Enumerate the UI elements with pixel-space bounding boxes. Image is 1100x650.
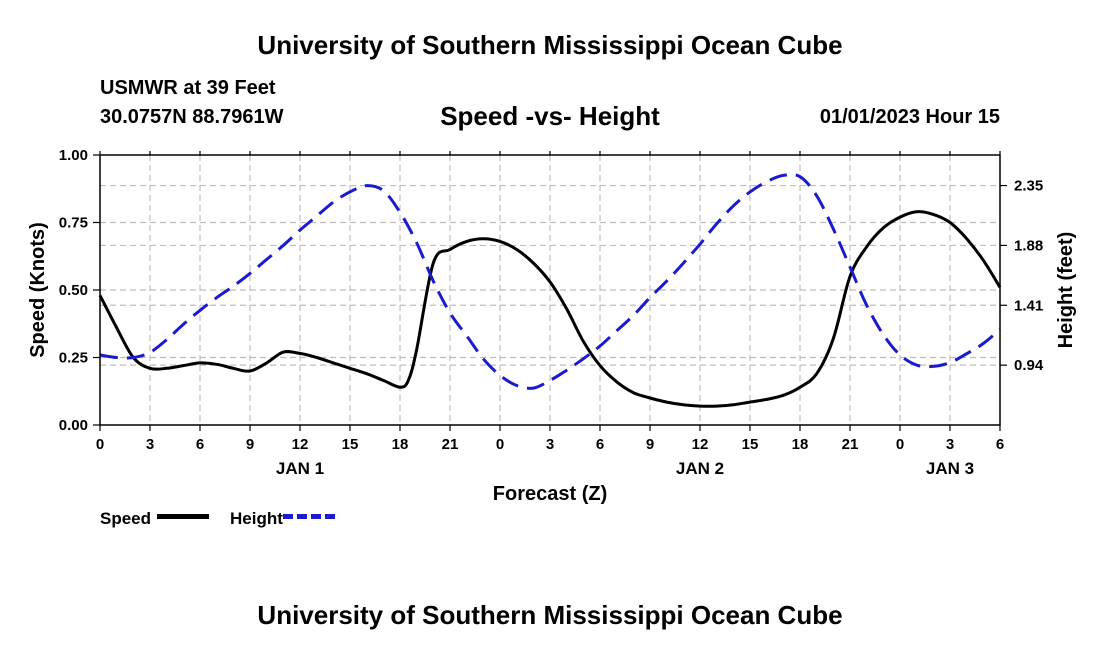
x-tick-label: 21 bbox=[842, 436, 859, 453]
x-tick-label: 18 bbox=[392, 436, 409, 453]
chart-title: Speed -vs- Height bbox=[440, 101, 660, 131]
legend-height-swatch bbox=[282, 514, 335, 520]
y-right-tick-label: 2.35 bbox=[1014, 178, 1043, 195]
forecast-datetime: 01/01/2023 Hour 15 bbox=[819, 106, 1000, 128]
x-tick-label: 6 bbox=[596, 436, 604, 453]
legend-speed: Speed bbox=[100, 509, 210, 529]
x-tick-label: 6 bbox=[996, 436, 1004, 453]
y-left-tick-label: 0.25 bbox=[59, 350, 88, 367]
y-left-tick-label: 0.75 bbox=[59, 215, 88, 232]
y-right-tick-label: 0.94 bbox=[1014, 357, 1044, 374]
x-tick-label: 15 bbox=[342, 436, 359, 453]
x-tick-label: 12 bbox=[292, 436, 309, 453]
legend-speed-swatch bbox=[157, 514, 210, 520]
legend-height: Height bbox=[230, 509, 335, 529]
x-tick-label: 18 bbox=[792, 436, 809, 453]
page-title: University of Southern Mississippi Ocean… bbox=[257, 30, 843, 60]
y-left-tick-label: 0.50 bbox=[59, 282, 88, 299]
y-axis-right-label: Height (feet) bbox=[1055, 232, 1077, 349]
day-label: JAN 1 bbox=[276, 459, 324, 478]
x-tick-label: 9 bbox=[246, 436, 254, 453]
x-tick-label: 15 bbox=[742, 436, 759, 453]
x-tick-label: 21 bbox=[442, 436, 459, 453]
x-tick-label: 0 bbox=[496, 436, 504, 453]
day-label: JAN 3 bbox=[926, 459, 974, 478]
footer-title: University of Southern Mississippi Ocean… bbox=[257, 600, 843, 630]
y-right-tick-label: 1.41 bbox=[1014, 297, 1043, 314]
y-left-tick-label: 0.00 bbox=[59, 417, 88, 434]
x-tick-label: 3 bbox=[146, 436, 154, 453]
station-coordinates: 30.0757N 88.7961W bbox=[100, 106, 284, 128]
axis-ticks: 0 3 6 9 12 15 18 21 0 3 6 9 12 15 18 21 0 3 6 0.00 0.25 0.50 0… bbox=[59, 147, 1044, 478]
x-axis-label: Forecast (Z) bbox=[493, 483, 607, 505]
station-label: USMWR at 39 Feet bbox=[100, 77, 276, 99]
y-axis-left-label: Speed (Knots) bbox=[27, 222, 49, 358]
y-right-tick-label: 1.88 bbox=[1014, 237, 1043, 254]
x-tick-label: 3 bbox=[946, 436, 954, 453]
x-tick-label: 0 bbox=[96, 436, 104, 453]
x-tick-label: 3 bbox=[546, 436, 554, 453]
day-label: JAN 2 bbox=[676, 459, 724, 478]
series-speed-line bbox=[98, 210, 1002, 408]
grid bbox=[100, 155, 1000, 425]
legend-height-label: Height bbox=[230, 509, 283, 528]
y-left-tick-label: 1.00 bbox=[59, 147, 88, 164]
x-tick-label: 9 bbox=[646, 436, 654, 453]
x-tick-label: 0 bbox=[896, 436, 904, 453]
x-tick-label: 6 bbox=[196, 436, 204, 453]
x-tick-label: 12 bbox=[692, 436, 709, 453]
series-height-line bbox=[99, 172, 1001, 390]
series bbox=[98, 172, 1002, 408]
legend-speed-label: Speed bbox=[100, 509, 152, 528]
